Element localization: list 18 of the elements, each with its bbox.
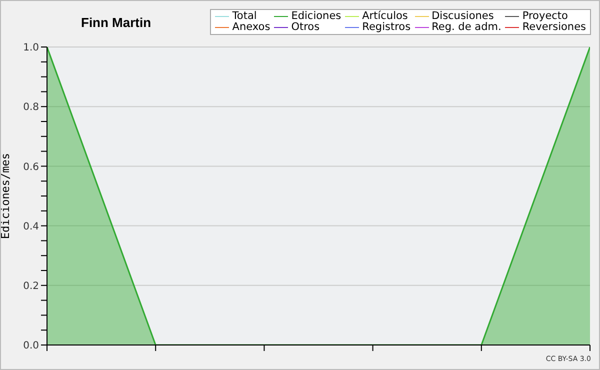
legend-label: Reversiones [521,21,586,33]
y-tick-label: 0.0 [23,340,39,352]
y-tick-label: 0.2 [23,280,39,292]
legend-label: Proyecto [521,10,569,22]
y-tick-label: 0.8 [23,102,39,114]
y-tick-label: 0.4 [23,221,39,232]
y-axis-title: Ediciones/mes [0,152,12,240]
chart-title: Finn Martin [81,15,152,30]
legend-label: Artículos [361,10,409,22]
legend-label: Otros [290,21,321,33]
legend-label: Reg. de adm. [430,21,502,33]
y-tick-label: 0.6 [23,162,39,173]
legend-label: Total [231,10,258,22]
legend-label: Ediciones [290,10,342,22]
y-tick-label: 1.0 [23,42,39,54]
legend-label: Registros [361,21,411,33]
legend-label: Anexos [231,21,270,33]
legend-label: Discusiones [430,10,495,22]
